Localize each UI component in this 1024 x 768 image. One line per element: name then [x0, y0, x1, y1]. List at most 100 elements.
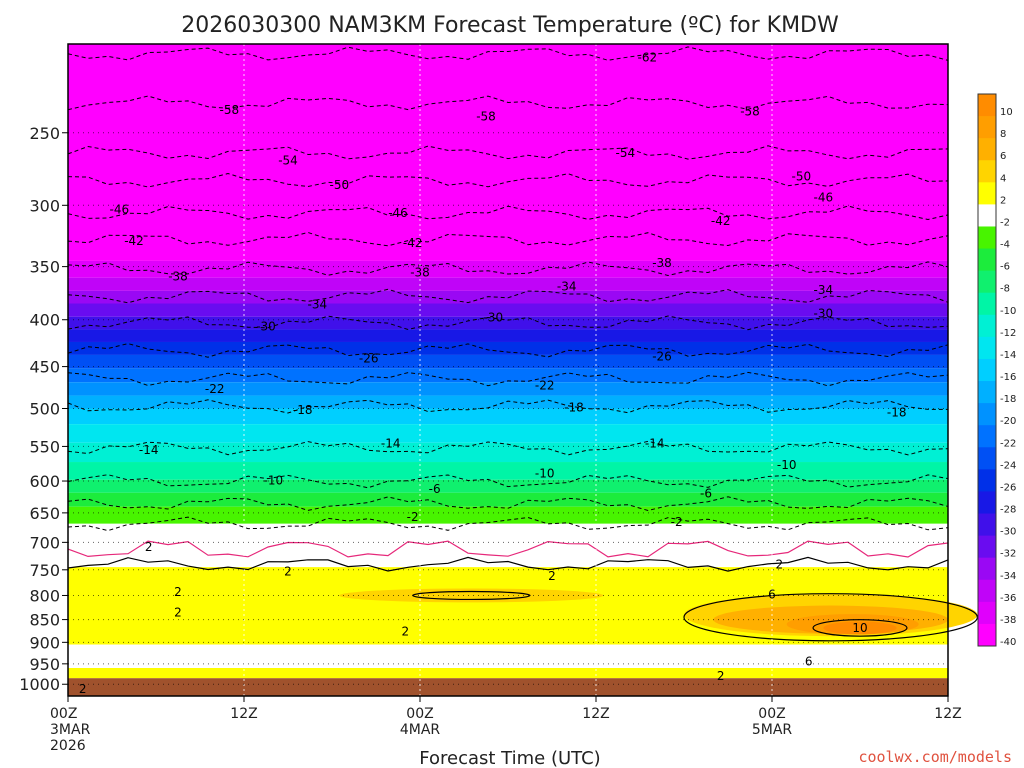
- isotherm-line: [67, 343, 949, 358]
- colorbar-label: -20: [1000, 416, 1016, 427]
- contour-label: -58: [740, 105, 760, 119]
- contour-label: -50: [330, 178, 350, 192]
- contour-label: -26: [359, 352, 379, 366]
- warm-core-contour: [812, 619, 908, 637]
- temperature-band: [68, 44, 948, 261]
- contour-label: -46: [388, 206, 408, 220]
- contour-label: -38: [410, 265, 430, 279]
- temperature-band: [68, 368, 948, 383]
- contour-label: -18: [887, 405, 907, 419]
- colorbar-swatch: [978, 292, 996, 316]
- colorbar-swatch: [978, 601, 996, 625]
- ground-strip: [68, 678, 948, 696]
- x-tick-label: 00Z: [406, 706, 433, 722]
- y-tick-label: 800: [29, 586, 60, 605]
- temperature-band: [68, 341, 948, 355]
- colorbar-swatch: [978, 358, 996, 382]
- colorbar-swatch: [978, 226, 996, 250]
- y-tick-label: 1000: [19, 675, 60, 694]
- isotherm-line: [67, 261, 949, 277]
- temperature-band: [68, 442, 948, 463]
- contour-label: -22: [205, 382, 225, 396]
- colorbar-label: -28: [1000, 505, 1016, 516]
- colorbar-label: -30: [1000, 527, 1016, 538]
- y-tick-label: 600: [29, 472, 60, 491]
- contour-label: -18: [293, 403, 313, 417]
- contour-label: -2: [671, 515, 683, 529]
- colorbar-label: -26: [1000, 482, 1016, 493]
- temperature-band: [68, 462, 948, 480]
- colorbar-frame: [977, 93, 997, 647]
- colorbar-swatch: [978, 513, 996, 537]
- colorbar-label: 10: [1000, 107, 1013, 118]
- contour-label: -30: [256, 320, 276, 334]
- colorbar-swatch: [978, 403, 996, 426]
- warm-core-contour: [683, 593, 978, 642]
- temperature-band: [68, 260, 948, 278]
- y-tick-label: 550: [29, 437, 60, 456]
- colorbar-label: -34: [1000, 571, 1016, 582]
- contour-label: 10: [852, 621, 867, 635]
- contour-label: -62: [638, 51, 658, 65]
- y-tick-label: 750: [29, 561, 60, 580]
- warm-core-contour: [412, 590, 531, 601]
- x-tick-label: 00Z: [758, 706, 785, 722]
- contour-label: -38: [168, 270, 188, 284]
- colorbar-label: -18: [1000, 394, 1016, 405]
- isotherm-line: [67, 172, 949, 188]
- temperature-band: [68, 668, 948, 679]
- contour-label: -14: [381, 437, 401, 451]
- contour-label: -46: [814, 190, 834, 204]
- colorbar-label: -24: [1000, 460, 1016, 471]
- contour-label: -58: [476, 110, 496, 124]
- contour-label: -46: [110, 202, 130, 216]
- colorbar-label: -12: [1000, 328, 1016, 339]
- x-tick-label: 12Z: [230, 706, 257, 722]
- y-axis: 250 300 350 400 450 500 550 600 650 700 750 800 850 9…: [19, 124, 68, 694]
- colorbar-swatch: [978, 94, 996, 117]
- isotherm-line: [67, 95, 949, 111]
- y-tick-label: 350: [29, 258, 60, 277]
- colorbar-label: -36: [1000, 593, 1016, 604]
- colorbar-label: -16: [1000, 372, 1016, 383]
- y-tick-label: 950: [29, 655, 60, 674]
- colorbar-label: 4: [1000, 173, 1006, 184]
- contour-label: 2: [79, 682, 87, 696]
- isotherm-line: [67, 474, 949, 489]
- contour-label: -42: [124, 234, 144, 248]
- y-tick-label: 850: [29, 611, 60, 630]
- colorbar-label: 6: [1000, 151, 1006, 162]
- colorbar-swatch: [978, 248, 996, 272]
- contour-label: -42: [403, 236, 423, 250]
- colorbar-label: -10: [1000, 306, 1016, 317]
- x-tick-label: 5MAR: [752, 722, 793, 738]
- contour-label: 2: [174, 606, 182, 620]
- temperature-band: [68, 424, 948, 443]
- temperature-band: [68, 492, 948, 507]
- colorbar-swatch: [978, 469, 996, 492]
- temperature-band: [68, 303, 948, 317]
- colorbar: 10 8 6 4 2 -2 -4 -6 -8 -10 -12 -14 -16 -18 -20 -22 -24 -2…: [977, 93, 1016, 648]
- warm-core: [823, 621, 897, 635]
- chart-title: 2026030300 NAM3KM Forecast Temperature (…: [181, 13, 839, 38]
- isotherm-line: [67, 46, 949, 61]
- contour-label: -6: [700, 486, 712, 500]
- x-tick-label: 2026: [50, 738, 86, 754]
- contour-label: 2: [284, 564, 292, 578]
- plot-frame: [67, 43, 949, 697]
- colorbar-swatch: [978, 579, 996, 603]
- temperature-band: [68, 644, 948, 669]
- contour-label: -50: [792, 169, 812, 183]
- colorbar-label: -40: [1000, 637, 1016, 648]
- contour-label: 6: [768, 587, 776, 601]
- contour-label: -6: [429, 482, 441, 496]
- x-tick-label: 12Z: [934, 706, 961, 722]
- y-tick-label: 250: [29, 124, 60, 143]
- colorbar-swatch: [978, 116, 996, 139]
- freezing-line: [67, 540, 949, 558]
- contour-label: -14: [645, 437, 665, 451]
- isotherm-line: [67, 399, 948, 414]
- contour-label: -10: [264, 473, 284, 487]
